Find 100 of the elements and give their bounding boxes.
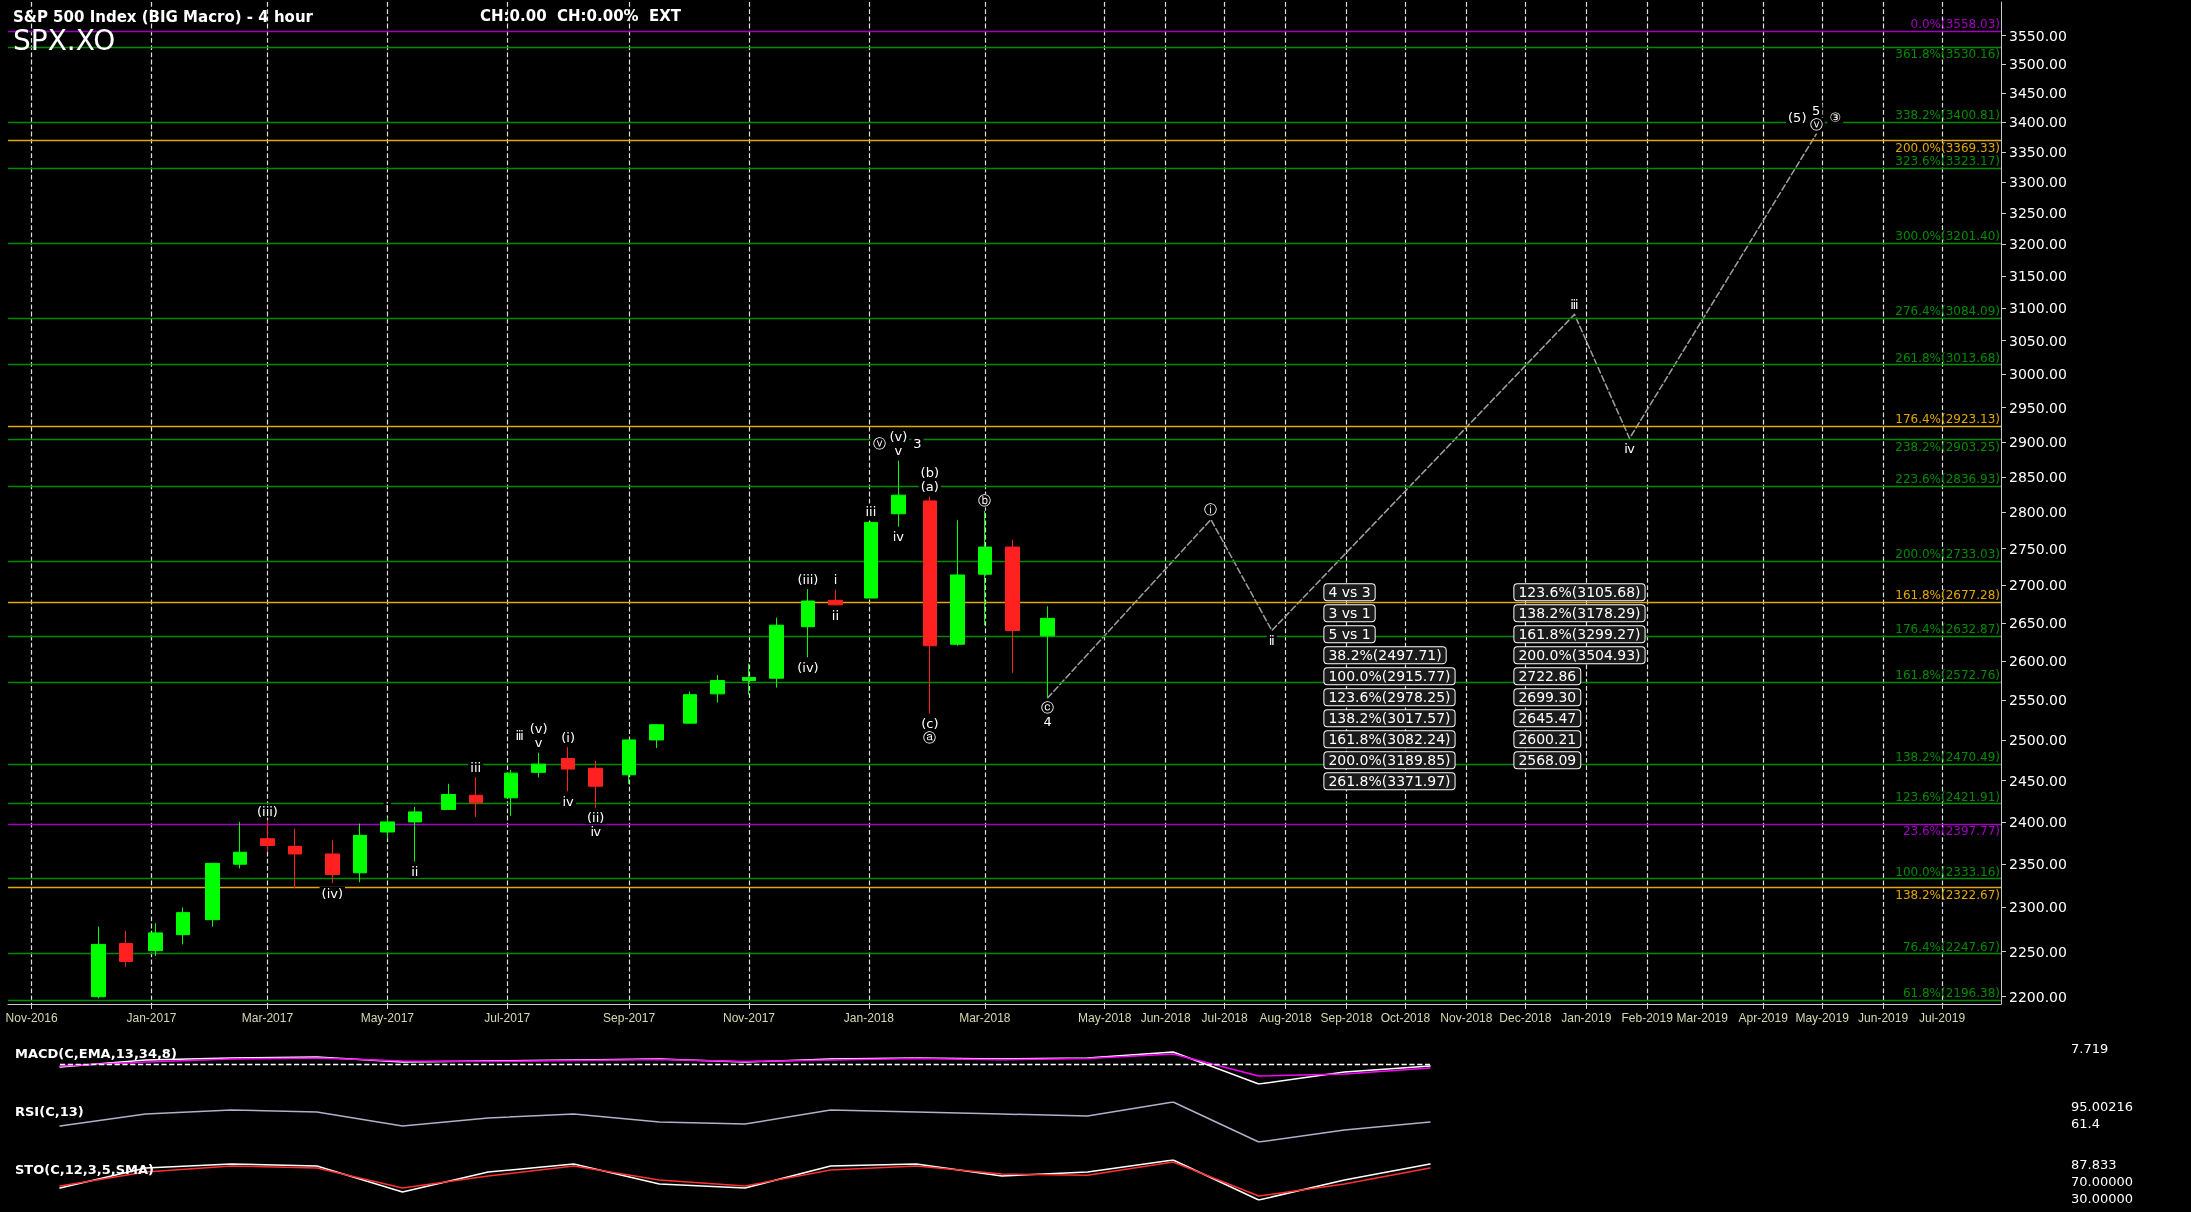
candlestick <box>1040 605 1055 699</box>
annotation: (b) <box>920 465 940 481</box>
candlestick <box>380 817 395 840</box>
x-tick-label: Jan-2017 <box>126 1011 177 1025</box>
candlestick <box>1005 539 1020 674</box>
ref-line-label: 338.2%(3400.81) <box>1895 107 2000 122</box>
y-tick-label: 3100.00 <box>2009 299 2067 316</box>
ref-line-label: 0.0%(3558.03) <box>1910 17 2000 32</box>
annotation: (ii) <box>586 810 605 826</box>
annotation: ⓐ <box>923 730 937 746</box>
annotation: (iii) <box>256 803 278 819</box>
annotation: (a) <box>920 479 939 495</box>
annotation: 2600.21 <box>1518 731 1577 748</box>
candlestick <box>233 821 247 869</box>
x-tick-label: May-2019 <box>1795 1011 1850 1025</box>
candlestick <box>504 769 518 817</box>
ref-line-label: 23.6%(2397.77) <box>1902 823 2000 838</box>
candlestick <box>441 783 456 810</box>
ref-line-label: 61.8%(2196.38) <box>1902 985 2000 1000</box>
annotation: 2645.47 <box>1518 710 1577 727</box>
annotation: ⅱ <box>1268 633 1275 648</box>
candlestick <box>769 617 784 689</box>
candlestick <box>205 862 220 928</box>
y-tick-label: 2650.00 <box>2009 614 2067 631</box>
y-tick-label: 2550.00 <box>2009 692 2067 709</box>
candlestick <box>649 723 664 749</box>
x-tick-label: Jun-2019 <box>1858 1011 1909 1025</box>
ref-line-label: 200.0%(3369.33) <box>1895 140 2000 155</box>
x-tick-label: Jul-2019 <box>1919 1011 1966 1025</box>
annotation: ⅲ <box>515 728 524 744</box>
annotation: ③ <box>1829 109 1842 125</box>
candlestick <box>828 589 843 607</box>
candlestick <box>176 906 190 945</box>
y-tick-label: 3050.00 <box>2009 332 2067 349</box>
annotation: iii <box>470 759 482 775</box>
annotation: 5 <box>1812 102 1821 118</box>
annotation: iii <box>865 504 877 520</box>
candlestick <box>950 519 965 647</box>
x-tick-label: Mar-2017 <box>241 1011 294 1025</box>
annotation: iv <box>892 529 905 545</box>
annotation: 3 <box>913 436 922 452</box>
annotation: CH:0.00 CH:0.00% EXT <box>480 6 682 25</box>
ref-line-label: 161.8%(2572.76) <box>1895 668 2000 683</box>
y-tick-label: 3550.00 <box>2009 27 2067 44</box>
y-tick-label: 2600.00 <box>2009 653 2067 670</box>
ref-line-label: 176.4%(2632.87) <box>1895 621 2000 636</box>
text: 95.00216 <box>2071 1099 2134 1114</box>
annotation: 200.0%(3189.85) <box>1328 752 1451 769</box>
chart-title: S&P 500 Index (BIG Macro) - 4 hour <box>13 7 314 26</box>
annotation: 2699.30 <box>1518 689 1577 706</box>
candlestick <box>260 820 275 852</box>
x-tick-label: Mar-2018 <box>959 1011 1011 1025</box>
candlestick <box>622 739 636 785</box>
ref-line-label: 76.4%(2247.67) <box>1902 939 2000 954</box>
annotation: 161.8%(3299.27) <box>1518 626 1641 643</box>
chart-title: RSI(C,13) <box>15 1104 84 1119</box>
y-tick-label: 3200.00 <box>2009 236 2067 253</box>
annotation: 261.8%(3371.97) <box>1328 773 1451 790</box>
text: 30.00000 <box>2071 1191 2134 1206</box>
annotation: ⓑ <box>978 493 992 509</box>
annotation: (iv) <box>797 659 819 675</box>
x-tick-label: Sep-2018 <box>1320 1011 1373 1025</box>
y-tick-label: 2200.00 <box>2009 988 2067 1005</box>
annotation: 123.6%(2978.25) <box>1328 689 1451 706</box>
x-tick-label: Nov-2018 <box>1440 1011 1493 1025</box>
x-tick-label: Jul-2018 <box>1201 1011 1248 1025</box>
x-tick-label: Aug-2018 <box>1259 1011 1312 1025</box>
annotation: ⅳ <box>1624 440 1636 456</box>
candlestick <box>923 496 937 715</box>
y-tick-label: 3350.00 <box>2009 144 2067 161</box>
chart-title: MACD(C,EMA,13,34,8) <box>15 1046 177 1061</box>
annotation: 4 vs 3 <box>1328 584 1371 601</box>
text: 61.4 <box>2071 1116 2100 1131</box>
x-tick-label: Mar-2019 <box>1676 1011 1729 1025</box>
candlestick <box>91 926 106 1000</box>
ref-line-label: 361.8%(3530.16) <box>1895 46 2000 61</box>
candlestick <box>119 930 133 968</box>
annotation: v <box>894 443 903 459</box>
candlestick <box>710 674 725 704</box>
y-tick-label: 3300.00 <box>2009 174 2067 191</box>
ref-line-label: 100.0%(2333.16) <box>1895 864 2000 879</box>
annotation: (v) <box>889 429 908 445</box>
annotation: 3 vs 1 <box>1328 605 1371 622</box>
annotation: v <box>534 735 543 751</box>
x-tick-label: Sep-2017 <box>603 1011 656 1025</box>
text: 7.719 <box>2071 1041 2109 1056</box>
chart-title: STO(C,12,3,5,SMA) <box>15 1162 155 1177</box>
ref-line-label: 223.6%(2836.93) <box>1895 472 2000 487</box>
ref-line-label: 300.0%(3201.40) <box>1895 229 2000 244</box>
y-tick-label: 3250.00 <box>2009 204 2067 221</box>
annotation: 161.8%(3082.24) <box>1328 731 1451 748</box>
y-tick-label: 2500.00 <box>2009 731 2067 748</box>
annotation: (iii) <box>797 571 819 587</box>
y-tick-label: 2450.00 <box>2009 772 2067 789</box>
candlestick <box>561 746 575 792</box>
y-tick-label: 3400.00 <box>2009 114 2067 131</box>
annotation: (5) <box>1788 109 1807 125</box>
annotation: 200.0%(3504.93) <box>1518 647 1641 664</box>
x-tick-label: Jul-2017 <box>484 1011 531 1025</box>
ref-line-label: 238.2%(2903.25) <box>1895 439 2000 454</box>
